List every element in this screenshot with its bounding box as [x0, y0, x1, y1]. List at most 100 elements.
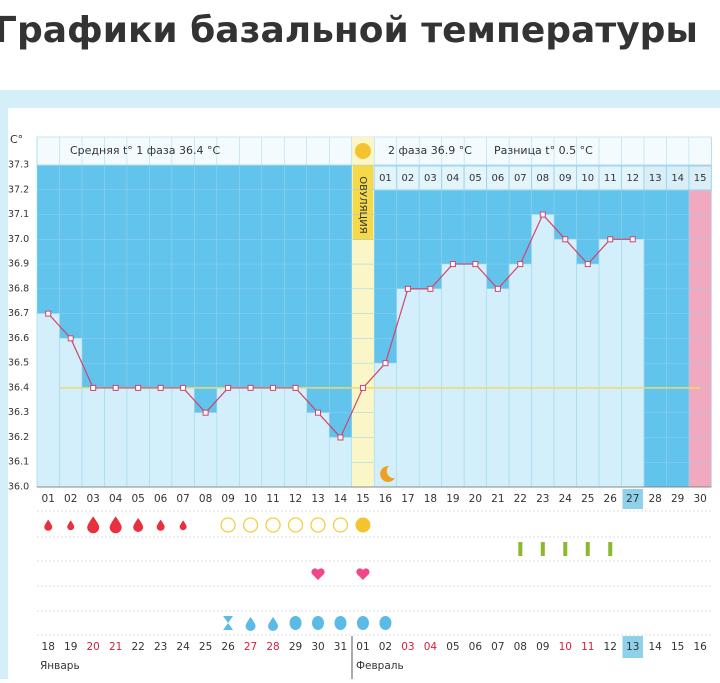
day-label: 15	[356, 493, 369, 505]
temp-point	[135, 384, 142, 391]
temp-point	[404, 285, 411, 292]
temp-column	[171, 387, 195, 488]
drop-icon	[245, 617, 256, 631]
circle-icon	[310, 517, 326, 533]
cervix-icon	[379, 616, 392, 630]
y-tick-label: 36.6	[8, 333, 29, 344]
temp-column	[328, 437, 352, 488]
temp-column	[553, 239, 577, 488]
cervix-icon	[356, 616, 369, 630]
y-tick-label: 36.1	[8, 457, 29, 468]
date-label: 13	[626, 641, 639, 653]
cervix-icon	[289, 616, 302, 630]
sun-icon	[355, 143, 371, 159]
today-column	[688, 165, 712, 487]
moon-icon	[380, 465, 395, 482]
drop-icon	[109, 516, 122, 534]
y-tick-label: 36.7	[8, 308, 29, 319]
phase2-day: 07	[514, 173, 527, 184]
day-label: 21	[491, 493, 504, 505]
day-label: 18	[424, 493, 437, 505]
temp-column	[306, 412, 330, 488]
cervix-icon	[312, 616, 324, 630]
phase2-day: 01	[379, 173, 392, 184]
circle-icon	[265, 517, 281, 533]
date-label: 18	[42, 641, 55, 653]
date-label: 20	[87, 641, 100, 653]
phase2-day: 09	[559, 173, 572, 184]
phase2-day: 06	[491, 173, 504, 184]
temp-point	[494, 285, 501, 292]
day-label: 08	[199, 493, 212, 505]
temp-point	[359, 384, 366, 391]
date-label: 30	[311, 641, 324, 653]
drop-icon	[87, 516, 100, 534]
drop-icon	[44, 519, 53, 531]
date-label: 05	[446, 641, 459, 653]
mucus-icon	[563, 542, 568, 556]
mucus-icon	[540, 542, 545, 556]
temp-point	[67, 335, 74, 342]
phase2-day: 15	[694, 173, 707, 184]
circle-icon	[242, 517, 259, 533]
date-label: 29	[289, 641, 302, 653]
phase2-day: 11	[604, 173, 617, 184]
y-tick-label: 36.3	[8, 407, 29, 418]
day-label: 23	[536, 493, 549, 505]
day-label: 07	[176, 493, 189, 505]
day-label: 27	[626, 493, 639, 505]
temp-column	[216, 387, 240, 488]
circle-icon	[355, 517, 371, 533]
day-label: 30	[693, 493, 706, 505]
mucus-icon	[608, 542, 613, 556]
phase2-day: 10	[581, 173, 594, 184]
day-label: 25	[581, 493, 594, 505]
phase2-day: 05	[469, 173, 482, 184]
day-label: 09	[221, 493, 234, 505]
temp-column	[81, 387, 105, 488]
temp-column	[261, 387, 285, 488]
day-label: 20	[469, 493, 482, 505]
phase2-day: 08	[536, 173, 549, 184]
y-tick-label: 37.2	[8, 184, 29, 195]
day-label: 05	[131, 493, 144, 505]
day-label: 10	[244, 493, 257, 505]
day-label: 28	[649, 493, 662, 505]
y-tick-label: 36.2	[8, 432, 29, 443]
date-label: 27	[244, 641, 257, 653]
phase2-day: 03	[424, 173, 437, 184]
phase2-label: 2 фаза 36.9 °C	[388, 144, 472, 157]
drop-icon	[268, 617, 279, 631]
y-tick-label: 36.8	[8, 283, 29, 294]
phase2-day: 12	[626, 173, 639, 184]
hourglass-icon	[223, 616, 234, 630]
temp-column	[239, 387, 263, 488]
temp-point	[584, 261, 591, 268]
temp-column	[59, 338, 83, 488]
date-label: 02	[379, 641, 392, 653]
temp-point	[539, 211, 546, 218]
date-label: 08	[514, 641, 527, 653]
month-label: Февраль	[356, 660, 404, 672]
y-tick-label: 36.9	[8, 259, 29, 270]
drop-icon	[133, 518, 144, 532]
day-label: 16	[379, 493, 393, 505]
date-label: 03	[401, 641, 414, 653]
date-label: 01	[356, 641, 369, 653]
date-label: 09	[536, 641, 549, 653]
heart-icon	[311, 568, 325, 580]
difference-label: Разница t° 0.5 °C	[494, 144, 593, 157]
day-label: 04	[109, 493, 123, 505]
drop-icon	[179, 520, 187, 531]
date-label: 11	[581, 641, 594, 653]
y-tick-label: 37.0	[8, 234, 29, 245]
date-label: 07	[491, 641, 504, 653]
date-label: 23	[154, 641, 167, 653]
temp-point	[607, 236, 614, 243]
date-label: 16	[693, 641, 707, 653]
phase2-day: 04	[447, 173, 460, 184]
date-label: 15	[671, 641, 684, 653]
temp-column	[194, 412, 218, 488]
cervix-icon	[334, 616, 347, 630]
day-label: 17	[401, 493, 414, 505]
